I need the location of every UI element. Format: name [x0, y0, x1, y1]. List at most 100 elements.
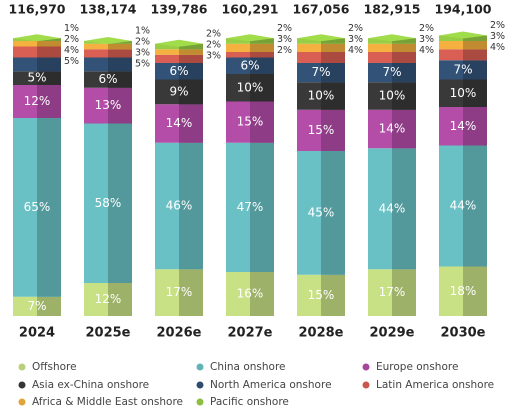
data-label: 18% — [450, 284, 477, 298]
segment-shade — [37, 118, 61, 297]
segment-shade — [250, 142, 274, 272]
data-label: 16% — [237, 287, 264, 301]
data-label: 14% — [166, 116, 193, 130]
data-label: 44% — [379, 201, 406, 215]
data-label: 17% — [166, 285, 193, 299]
x-tick-label: 2026e — [157, 326, 202, 341]
total-label: 194,100 — [435, 2, 492, 17]
data-label: 17% — [379, 285, 406, 299]
data-label: 13% — [95, 98, 122, 112]
segment-shade — [321, 274, 345, 316]
total-label: 138,174 — [80, 2, 137, 17]
legend-label: North America onshore — [210, 379, 332, 391]
x-tick-label: 2029e — [370, 326, 415, 341]
bar-cap — [155, 39, 203, 47]
segment-shade — [179, 54, 203, 63]
segment-shade — [108, 283, 132, 316]
data-label: 6% — [169, 64, 188, 78]
data-label: 9% — [169, 84, 188, 98]
x-tick-label: 2027e — [228, 326, 273, 341]
data-label: 2% — [419, 23, 434, 34]
data-label: 2% — [277, 45, 292, 56]
segment-shade — [179, 142, 203, 270]
segment-shade — [179, 269, 203, 316]
data-label: 3% — [206, 50, 221, 61]
bar-cap — [226, 34, 274, 42]
data-label: 5% — [27, 71, 46, 85]
data-label: 7% — [27, 299, 46, 313]
legend-label: China onshore — [210, 361, 286, 373]
data-label: 2% — [64, 34, 79, 45]
segment-shade — [392, 148, 416, 270]
segment-shade — [321, 52, 345, 63]
segment-shade — [37, 85, 61, 118]
segment-shade — [108, 43, 132, 50]
data-label: 1% — [135, 26, 150, 37]
segment-shade — [392, 38, 416, 44]
data-label: 12% — [24, 94, 51, 108]
data-label: 14% — [379, 122, 406, 136]
segment-shade — [37, 46, 61, 58]
legend-label: Africa & Middle East onshore — [32, 396, 183, 408]
bar-cap — [368, 34, 416, 42]
data-label: 3% — [277, 34, 292, 45]
segment-shade — [321, 151, 345, 275]
bar-cap — [297, 34, 345, 42]
segment-shade — [250, 43, 274, 52]
segment-shade — [250, 272, 274, 316]
segment-shade — [108, 71, 132, 88]
data-label: 10% — [450, 86, 477, 100]
segment-shade — [392, 63, 416, 83]
data-label: 2% — [277, 23, 292, 34]
segment-shade — [392, 52, 416, 63]
segment-shade — [321, 38, 345, 44]
segment-shade — [108, 49, 132, 58]
segment-shade — [463, 49, 487, 61]
segment-shade — [108, 57, 132, 72]
data-label: 2% — [490, 20, 505, 31]
legend-label: Europe onshore — [376, 361, 458, 373]
x-tick-label: 2030e — [441, 326, 486, 341]
segment-shade — [179, 79, 203, 105]
data-label: 12% — [95, 292, 122, 306]
segment-shade — [392, 82, 416, 110]
segment-shade — [179, 43, 203, 50]
segment-shade — [463, 35, 487, 41]
legend-marker — [362, 381, 370, 389]
data-label: 4% — [419, 45, 434, 56]
segment-shade — [321, 109, 345, 151]
data-label: 44% — [450, 199, 477, 213]
legend-marker — [196, 398, 204, 406]
segment-shade — [392, 269, 416, 316]
legend-marker — [18, 363, 26, 371]
segment-shade — [108, 87, 132, 124]
data-label: 15% — [237, 115, 264, 129]
segment-shade — [463, 107, 487, 146]
data-label: 3% — [348, 34, 363, 45]
segment-shade — [463, 145, 487, 267]
segment-shade — [250, 57, 274, 74]
data-label: 3% — [490, 31, 505, 42]
total-label: 182,915 — [364, 2, 421, 17]
legend-marker — [18, 398, 26, 406]
data-label: 47% — [237, 200, 264, 214]
segment-shade — [108, 123, 132, 283]
legend-label: Latin America onshore — [376, 379, 494, 391]
legend-marker — [196, 363, 204, 371]
data-label: 2% — [348, 23, 363, 34]
data-label: 46% — [166, 199, 193, 213]
data-label: 5% — [135, 59, 150, 70]
total-label: 116,970 — [9, 2, 66, 17]
data-label: 7% — [382, 65, 401, 79]
data-label: 2% — [206, 39, 221, 50]
segment-shade — [37, 41, 61, 47]
data-label: 3% — [135, 48, 150, 59]
data-label: 4% — [64, 45, 79, 56]
segment-shade — [463, 41, 487, 50]
segment-shade — [463, 266, 487, 316]
legend-label: Pacific onshore — [210, 396, 289, 408]
data-label: 15% — [308, 288, 335, 302]
data-label: 4% — [490, 42, 505, 53]
bar-cap — [84, 37, 132, 44]
segment-shade — [250, 38, 274, 44]
